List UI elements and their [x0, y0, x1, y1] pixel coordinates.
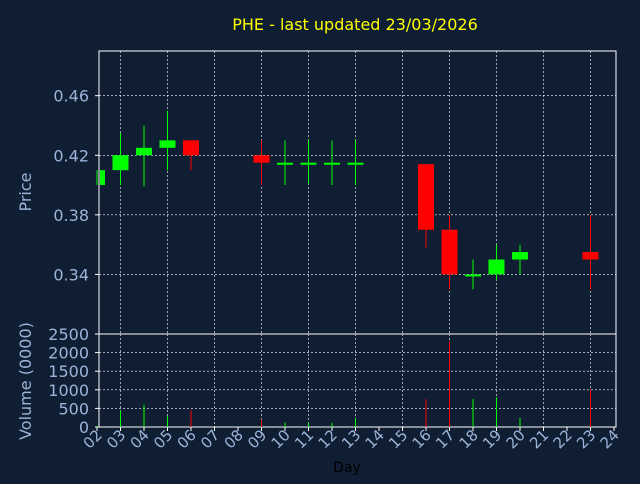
- price-axis-label: Price: [16, 172, 35, 211]
- candle-body: [347, 162, 364, 165]
- volume-axis-label: Volume (0000): [16, 322, 35, 440]
- day-tick-label: 05: [150, 426, 176, 452]
- day-tick-label: 06: [174, 426, 200, 452]
- candle-body: [300, 162, 317, 165]
- candle-body: [112, 155, 129, 171]
- candle-body: [136, 147, 152, 156]
- candle-body: [512, 252, 528, 260]
- candle-body: [465, 274, 481, 277]
- day-tick-label: 16: [409, 426, 435, 452]
- candle-body: [183, 140, 199, 156]
- day-tick-label: 19: [479, 426, 505, 452]
- price-tick-label: 0.38: [53, 206, 89, 225]
- day-tick-label: 18: [456, 426, 482, 452]
- volume-tick-label: 500: [58, 399, 89, 418]
- day-tick-label: 09: [244, 426, 270, 452]
- candle-body: [418, 164, 434, 230]
- day-tick-label: 21: [526, 426, 552, 452]
- day-tick-label: 15: [385, 426, 411, 452]
- day-tick-label: 03: [103, 426, 129, 452]
- volume-tick-label: 1500: [48, 362, 89, 381]
- candle-body: [100, 170, 105, 186]
- candle-body: [277, 162, 293, 165]
- day-tick-label: 11: [291, 426, 317, 452]
- day-tick-label: 04: [127, 426, 153, 452]
- volume-tick-label: 1000: [48, 381, 89, 400]
- volume-tick-label: 2000: [48, 344, 89, 363]
- price-tick-label: 0.42: [53, 146, 89, 165]
- candle-body: [582, 252, 599, 260]
- day-tick-label: 14: [362, 426, 388, 452]
- day-tick-label: 08: [221, 426, 247, 452]
- day-tick-label: 24: [597, 426, 623, 452]
- candle-body: [324, 162, 340, 165]
- chart-title: PHE - last updated 23/03/2026: [232, 15, 478, 34]
- day-tick-label: 13: [338, 426, 364, 452]
- volume-tick-label: 2500: [48, 325, 89, 344]
- price-tick-label: 0.46: [53, 87, 89, 106]
- day-tick-label: 10: [268, 426, 294, 452]
- candle-body: [488, 259, 505, 275]
- price-panel-frame: [98, 50, 617, 335]
- price-tick-label: 0.34: [53, 265, 89, 284]
- day-tick-label: 20: [503, 426, 529, 452]
- volume-panel-frame: [98, 333, 617, 428]
- day-tick-label: 23: [573, 426, 599, 452]
- volume-tick-label: 0: [79, 418, 89, 437]
- day-tick-label: 17: [432, 426, 458, 452]
- day-axis-label: Day: [333, 460, 361, 476]
- candle-body: [159, 140, 176, 148]
- day-tick-label: 07: [197, 426, 223, 452]
- candle-body: [441, 229, 458, 275]
- candle-body: [253, 155, 270, 163]
- day-tick-label: 22: [550, 426, 576, 452]
- day-tick-label: 12: [315, 426, 341, 452]
